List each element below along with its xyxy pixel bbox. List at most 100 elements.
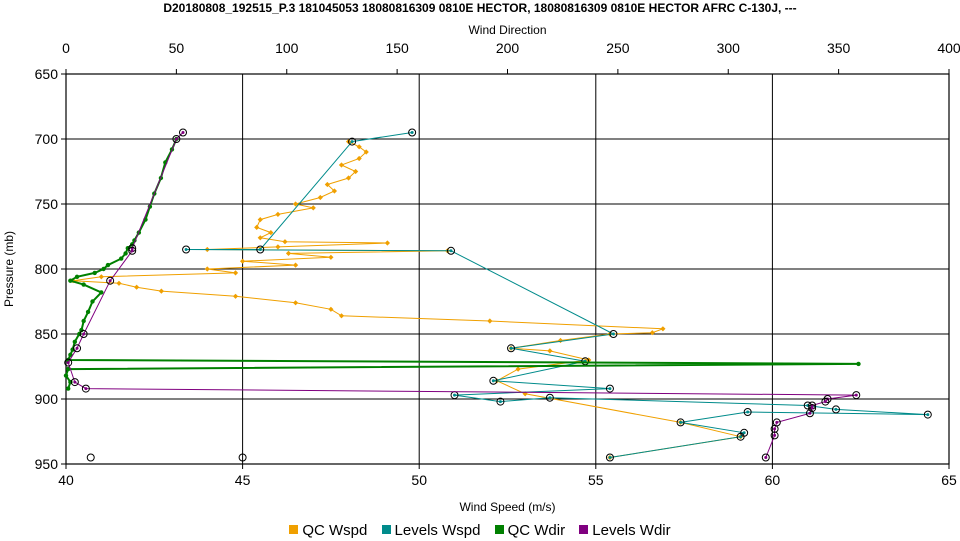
data-point-levels-wspd bbox=[489, 376, 498, 385]
data-point-levels-wspd bbox=[496, 397, 505, 406]
data-point-core-levels-wdir bbox=[773, 427, 777, 431]
data-point-core-levels-wdir bbox=[82, 332, 86, 336]
data-point-qc-wdir bbox=[68, 352, 73, 357]
data-point-core-levels-wspd bbox=[548, 396, 552, 400]
data-point-core-levels-wdir bbox=[854, 393, 858, 397]
data-point-levels-wdir bbox=[73, 344, 82, 353]
data-point-levels-wdir bbox=[805, 409, 814, 418]
data-point-levels-wdir bbox=[79, 330, 88, 338]
data-point-qc-wspd bbox=[285, 250, 292, 256]
legend-swatch-qc-wspd bbox=[289, 525, 299, 535]
data-point-qc-wspd bbox=[204, 266, 210, 272]
data-point-core-levels-wspd bbox=[926, 413, 930, 417]
data-point-qc-wspd bbox=[328, 306, 334, 312]
x2-tick-label: 350 bbox=[827, 40, 851, 56]
y-tick-label: 900 bbox=[35, 391, 59, 407]
data-point-levels-wdir bbox=[81, 384, 90, 393]
data-point-qc-wdir bbox=[118, 256, 124, 261]
data-point-levels-wspd bbox=[676, 418, 685, 427]
data-point-levels-wspd bbox=[605, 453, 614, 462]
data-point-qc-wdir bbox=[79, 327, 84, 333]
data-point-qc-wspd bbox=[345, 175, 352, 181]
legend-label-qc-wdir: QC Wdir bbox=[507, 521, 566, 539]
stray-marker bbox=[238, 453, 247, 462]
data-point-qc-wdir bbox=[856, 361, 861, 367]
data-point-levels-wspd bbox=[182, 245, 191, 254]
data-point-core-levels-wspd bbox=[608, 387, 612, 391]
data-point-qc-wdir bbox=[81, 318, 86, 324]
data-point-qc-wdir bbox=[99, 290, 104, 295]
y-tick-label: 750 bbox=[35, 196, 59, 212]
data-point-qc-wdir bbox=[90, 299, 95, 304]
y-axis-label: Pressure (mb) bbox=[2, 231, 16, 307]
data-point-qc-wdir bbox=[72, 339, 78, 344]
x2-axis-label: Wind Direction bbox=[468, 23, 546, 37]
legend-item-qc-wdir: QC Wdir bbox=[494, 521, 566, 539]
data-point-levels-wspd bbox=[605, 384, 614, 393]
data-point-levels-wdir bbox=[808, 404, 817, 413]
data-point-levels-wspd bbox=[831, 405, 840, 414]
x-tick-label: 50 bbox=[411, 472, 427, 488]
data-point-qc-wspd bbox=[275, 211, 281, 217]
data-point-levels-wspd bbox=[408, 128, 417, 137]
data-point-core-levels-wdir bbox=[810, 406, 814, 410]
x-tick-label: 40 bbox=[58, 472, 74, 488]
data-point-qc-wspd bbox=[268, 230, 274, 236]
data-point-qc-wspd bbox=[292, 300, 299, 306]
data-point-core-levels-wdir bbox=[775, 420, 779, 424]
legend-item-levels-wdir: Levels Wdir bbox=[579, 522, 671, 539]
data-point-levels-wdir bbox=[64, 358, 73, 367]
data-point-qc-wspd bbox=[134, 284, 140, 290]
y-tick-label: 700 bbox=[35, 131, 59, 147]
data-point-core-levels-wdir bbox=[130, 249, 134, 253]
x2-tick-label: 0 bbox=[62, 40, 70, 56]
data-point-qc-wspd bbox=[317, 194, 323, 201]
data-point-core-levels-wspd bbox=[611, 332, 615, 336]
x2-tick-label: 150 bbox=[385, 40, 409, 56]
data-point-core-levels-wdir bbox=[73, 380, 77, 384]
data-point-core-levels-wdir bbox=[808, 411, 812, 415]
data-point-core-levels-wspd bbox=[679, 420, 683, 424]
data-point-core-levels-wspd bbox=[258, 248, 262, 251]
data-point-core-levels-wspd bbox=[350, 140, 354, 144]
data-point-levels-wdir bbox=[70, 378, 79, 387]
data-point-qc-wspd bbox=[363, 149, 369, 155]
data-point-core-levels-wdir bbox=[764, 456, 768, 459]
data-point-levels-wdir bbox=[770, 431, 779, 440]
data-point-core-levels-wspd bbox=[739, 435, 743, 439]
x2-tick-label: 200 bbox=[496, 40, 520, 56]
data-point-qc-wspd bbox=[275, 244, 281, 250]
x2-tick-label: 250 bbox=[606, 40, 630, 56]
chart-title: D20180808_192515_P.3 181045053 180808163… bbox=[163, 1, 797, 15]
data-point-levels-wspd bbox=[507, 344, 516, 353]
data-point-qc-wspd bbox=[356, 144, 362, 150]
x-tick-label: 45 bbox=[235, 472, 251, 488]
data-point-qc-wspd bbox=[660, 326, 666, 332]
data-point-core-levels-wdir bbox=[84, 387, 88, 391]
data-point-core-levels-wspd bbox=[410, 131, 414, 134]
data-point-qc-wdir bbox=[101, 266, 106, 272]
data-point-core-levels-wdir bbox=[108, 279, 112, 283]
data-point-qc-wspd bbox=[353, 168, 359, 175]
x-tick-label: 65 bbox=[941, 472, 957, 488]
series-line-levels-wdir bbox=[67, 132, 857, 458]
legend-swatch-qc-wdir bbox=[494, 525, 504, 535]
data-point-core-levels-wspd bbox=[449, 249, 453, 253]
legend-item-levels-wspd: Levels Wspd bbox=[381, 522, 480, 539]
data-point-qc-wspd bbox=[331, 188, 338, 194]
data-point-qc-wspd bbox=[232, 270, 239, 276]
data-point-core-levels-wspd bbox=[453, 393, 457, 397]
data-point-levels-wdir bbox=[852, 391, 861, 400]
y-tick-label: 950 bbox=[35, 456, 59, 472]
data-point-qc-wspd bbox=[282, 239, 288, 245]
data-point-qc-wdir bbox=[63, 373, 69, 378]
data-point-qc-wdir bbox=[92, 270, 97, 276]
data-point-core-levels-wspd bbox=[498, 400, 502, 404]
data-point-levels-wdir bbox=[106, 276, 115, 285]
data-point-levels-wdir bbox=[821, 397, 830, 406]
stray-marker bbox=[86, 453, 95, 462]
data-point-levels-wspd bbox=[609, 330, 618, 338]
data-point-qc-wspd bbox=[338, 162, 345, 168]
data-point-qc-wspd bbox=[232, 293, 239, 299]
data-point-qc-wspd bbox=[257, 235, 263, 241]
